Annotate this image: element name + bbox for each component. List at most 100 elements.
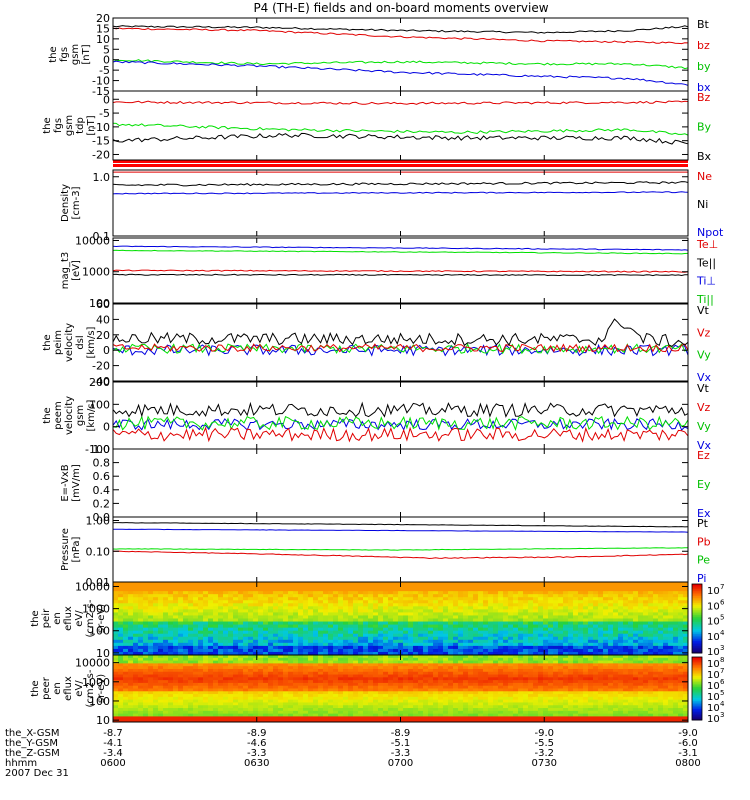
spectrogram-cell [233, 648, 239, 653]
spectrogram-cell [268, 674, 274, 678]
spectrogram-cell [318, 603, 324, 607]
spectrogram-cell [268, 624, 274, 629]
spectrogram-cell [393, 685, 399, 689]
spectrogram-cell [398, 668, 404, 673]
spectrogram-cell [303, 627, 309, 632]
spectrogram-cell [558, 606, 564, 610]
spectrogram-cell [218, 710, 224, 715]
spectrogram-cell [188, 627, 194, 632]
spectrogram-cell [518, 633, 524, 638]
spectrogram-cell [213, 627, 219, 632]
spectrogram-cell [498, 621, 504, 626]
spectrogram-cell [158, 716, 164, 720]
spectrogram-cell [228, 660, 234, 664]
spectrogram-cell [158, 612, 164, 616]
spectrogram-cell [318, 716, 324, 720]
spectrogram-cell [478, 618, 484, 623]
spectrogram-cell [678, 606, 684, 610]
spectrogram-cell [448, 671, 454, 676]
spectrogram-cell [433, 621, 439, 626]
spectrogram-cell [378, 624, 384, 629]
spectrogram-cell [333, 655, 339, 659]
spectrogram-cell [138, 603, 144, 607]
spectrogram-cell [448, 636, 454, 641]
spectrogram-cell [638, 651, 644, 656]
spectrogram-cell [508, 636, 514, 641]
legend-label: Vy [697, 349, 711, 362]
spectrogram-cell [293, 597, 299, 601]
legend-label: Ni [697, 198, 708, 211]
spectrogram-cell [603, 594, 609, 598]
spectrogram-cell [148, 591, 154, 595]
spectrogram-cell [493, 627, 499, 632]
spectrogram-cell [278, 694, 284, 698]
spectrogram-cell [308, 651, 314, 656]
spectrogram-cell [503, 597, 509, 601]
spectrogram-cell [168, 668, 174, 673]
spectrogram-cell [553, 594, 559, 598]
spectrogram-cell [333, 606, 339, 610]
spectrogram-cell [518, 588, 524, 592]
spectrogram-cell [323, 663, 329, 667]
spectrogram-cell [578, 624, 584, 629]
spectrogram-cell [113, 668, 119, 673]
spectrogram-cell [193, 612, 199, 616]
spectrogram-cell [548, 648, 554, 653]
spectrogram-cell [668, 630, 674, 635]
spectrogram-cell [383, 585, 389, 589]
spectrogram-cell [298, 688, 304, 692]
spectrogram-cell [438, 696, 444, 701]
spectrogram-cell [143, 680, 149, 684]
spectrogram-cell [328, 600, 334, 604]
spectrogram-cell [418, 591, 424, 595]
spectrogram-cell [478, 674, 484, 678]
spectrogram-cell [638, 636, 644, 641]
spectrogram-cell [483, 639, 489, 644]
spectrogram-cell [248, 594, 254, 598]
spectrogram-cell [673, 609, 679, 613]
spectrogram-cell [123, 630, 129, 635]
spectrogram-cell [463, 666, 469, 670]
colorbar-segment [692, 590, 702, 594]
spectrogram-cell [128, 710, 134, 715]
spectrogram-cell [433, 694, 439, 698]
spectrogram-cell [323, 691, 329, 695]
spectrogram-cell [543, 618, 549, 623]
series-line-2 [112, 343, 689, 353]
spectrogram-cell [318, 663, 324, 667]
spectrogram-cell [238, 694, 244, 698]
spectrogram-cell [408, 645, 414, 650]
spectrogram-cell [288, 642, 294, 647]
spectrogram-cell [383, 642, 389, 647]
spectrogram-cell [573, 624, 579, 629]
spectrogram-cell [308, 657, 314, 662]
spectrogram-cell [573, 645, 579, 650]
spectrogram-cell [243, 603, 249, 607]
spectrogram-cell [633, 648, 639, 653]
spectrogram-cell [148, 615, 154, 619]
spectrogram-cell [418, 588, 424, 592]
spectrogram-cell [388, 696, 394, 701]
spectrogram-cell [258, 691, 264, 695]
spectrogram-cell [683, 588, 689, 592]
spectrogram-cell [198, 624, 204, 629]
spectrogram-cell [368, 655, 374, 659]
spectrogram-cell [133, 716, 139, 720]
spectrogram-cell [583, 591, 589, 595]
spectrogram-cell [118, 682, 124, 687]
legend-label: Ti⊥ [696, 275, 716, 288]
spectrogram-cell [408, 642, 414, 647]
spectrogram-cell [253, 702, 259, 706]
spectrogram-cell [528, 621, 534, 626]
spectrogram-cell [473, 594, 479, 598]
spectrogram-cell [473, 585, 479, 589]
spectrogram-cell [208, 603, 214, 607]
spectrogram-cell [673, 639, 679, 644]
y-tick-label: 10000 [75, 581, 110, 594]
spectrogram-cell [233, 597, 239, 601]
spectrogram-cell [413, 645, 419, 650]
spectrogram-cell [313, 666, 319, 670]
spectrogram-cell [443, 597, 449, 601]
spectrogram-cell [378, 660, 384, 664]
spectrogram-cell [308, 624, 314, 629]
